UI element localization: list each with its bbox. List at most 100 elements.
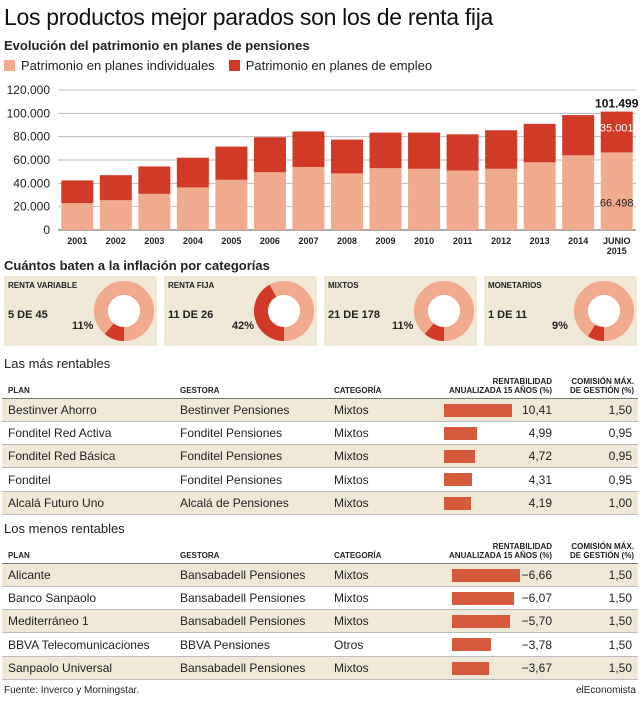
- donut-chart: [94, 281, 154, 341]
- cell-plan: Bestinver Ahorro: [2, 398, 174, 422]
- table-row: Bestinver Ahorro Bestinver Pensiones Mixto…: [2, 398, 638, 422]
- col-header-gestora: GESTORA: [174, 372, 328, 399]
- cell-comision: 1,50: [556, 398, 638, 422]
- cell-plan: Sanpaolo Universal: [2, 656, 174, 680]
- legend-item-empleo: Patrimonio en planes de empleo: [228, 58, 433, 73]
- col-header-rentabilidad-line2: ANUALIZADA 15 AÑOS (%): [449, 550, 552, 560]
- col-header-categoria: CATEGORÍA: [328, 537, 438, 564]
- donut-percent: 9%: [552, 320, 568, 332]
- bottom-funds-table: PLAN GESTORA CATEGORÍA RENTABILIDAD ANUAL…: [2, 537, 638, 680]
- col-header-plan: PLAN: [2, 537, 174, 564]
- cell-rentabilidad: 10,41: [438, 398, 556, 422]
- cell-plan: Alicante: [2, 563, 174, 587]
- cell-plan: Alcalá Futuro Uno: [2, 491, 174, 515]
- x-tick-label: 2015: [607, 246, 627, 256]
- rentabilidad-bar: [452, 661, 490, 675]
- x-tick-label: 2010: [414, 236, 434, 246]
- bar-empleo: [562, 115, 595, 156]
- bar-empleo: [446, 134, 479, 171]
- cell-comision: 0,95: [556, 444, 638, 469]
- legend-label-empleo: Patrimonio en planes de empleo: [245, 58, 433, 73]
- cell-categoria: Mixtos: [328, 444, 438, 469]
- bar-individuales: [215, 179, 248, 230]
- bar-individuales: [408, 168, 441, 230]
- rentabilidad-bar: [452, 638, 491, 652]
- table-row: Fonditel Red Básica Fonditel Pensiones Mix…: [2, 444, 638, 469]
- cell-gestora: Fonditel Pensiones: [174, 467, 328, 492]
- donut-percent: 42%: [232, 320, 255, 332]
- col-header-rentabilidad: RENTABILIDAD ANUALIZADA 15 AÑOS (%): [438, 372, 556, 399]
- bar-empleo: [253, 137, 286, 173]
- col-header-comision-line2: DE GESTIÓN (%): [569, 550, 634, 560]
- col-header-comision-line2: DE GESTIÓN (%): [569, 385, 634, 395]
- data-label-total: 101.499: [595, 97, 639, 111]
- top-table-title: Las más rentables: [4, 356, 111, 371]
- source-note: Fuente: Inverco y Morningstar.: [4, 685, 140, 696]
- cell-comision: 1,50: [556, 563, 638, 587]
- donut-hole: [588, 295, 620, 327]
- cell-rentabilidad: −3,78: [438, 632, 556, 657]
- stacked-bar-chart: 0 20.000 40.000 60.000 80.000 100.000 120.000 2…: [7, 83, 639, 256]
- inflation-section-title: Cuántos baten a la inflación por categor…: [4, 258, 270, 273]
- bar-empleo: [61, 180, 94, 204]
- bar-individuales: [253, 172, 286, 230]
- rentabilidad-bar: [452, 568, 520, 582]
- cell-rentabilidad: −5,70: [438, 609, 556, 634]
- bar-empleo: [523, 123, 556, 163]
- page-title: Los productos mejor parados son los de r…: [4, 4, 494, 30]
- cell-categoria: Mixtos: [328, 586, 438, 611]
- cell-categoria: Mixtos: [328, 656, 438, 680]
- bar-empleo: [138, 166, 171, 194]
- y-tick-label: 40.000: [13, 176, 50, 190]
- cell-plan: BBVA Telecomunicaciones: [2, 632, 174, 657]
- cell-categoria: Otros: [328, 632, 438, 657]
- bar-individuales: [331, 173, 363, 230]
- donut-beat-segment: [104, 322, 125, 341]
- y-tick-label: 100.000: [7, 106, 51, 120]
- col-header-comision: COMISIÓN MÁX. DE GESTIÓN (%): [556, 372, 638, 399]
- cell-gestora: Bansabadell Pensiones: [174, 656, 328, 680]
- cell-rentabilidad: 4,19: [438, 491, 556, 515]
- cell-comision: 1,50: [556, 656, 638, 680]
- donut-count: 21 DE 178: [328, 309, 380, 321]
- bar-individuales: [562, 155, 595, 230]
- cell-comision: 1,50: [556, 586, 638, 611]
- x-tick-label: 2011: [453, 236, 473, 246]
- donut-card-monetarios: MONETARIOS 1 DE 11 9%: [484, 276, 637, 346]
- rentabilidad-bar: [444, 403, 512, 417]
- donut-card-renta-fija: RENTA FIJA 11 DE 26 42%: [164, 276, 317, 346]
- legend-swatch-individuales: [4, 60, 15, 71]
- y-tick-label: 80.000: [13, 130, 50, 144]
- table-row: Fonditel Fonditel Pensiones Mixtos 4,31 0,95: [2, 467, 638, 492]
- cell-comision: 1,50: [556, 609, 638, 634]
- bar-empleo: [331, 139, 363, 174]
- x-tick-label: 2009: [376, 236, 396, 246]
- cell-gestora: BBVA Pensiones: [174, 632, 328, 657]
- table-row: Sanpaolo Universal Bansabadell Pensiones M…: [2, 656, 638, 680]
- bar-empleo: [485, 130, 518, 169]
- rentabilidad-bar: [444, 426, 477, 440]
- bottom-table-title: Los menos rentables: [4, 521, 125, 536]
- donut-category: MIXTOS: [328, 281, 359, 290]
- donut-hole: [428, 295, 460, 327]
- col-header-comision-line1: COMISIÓN MÁX.: [571, 541, 634, 551]
- donut-count: 11 DE 26: [168, 309, 214, 321]
- chart-legend: Patrimonio en planes individuales Patrim…: [4, 58, 432, 73]
- bar-individuales: [138, 193, 171, 230]
- table-row: Banco Sanpaolo Bansabadell Pensiones Mixto…: [2, 586, 638, 611]
- legend-label-individuales: Patrimonio en planes individuales: [21, 58, 215, 73]
- table-row: Alcalá Futuro Uno Alcalá de Pensiones Mixt…: [2, 491, 638, 515]
- bar-individuales: [176, 187, 209, 230]
- x-tick-label: 2008: [337, 236, 357, 246]
- cell-rentabilidad: 4,72: [438, 444, 556, 469]
- donut-category: RENTA VARIABLE: [8, 281, 78, 290]
- x-tick-label: JUNIO: [603, 236, 631, 246]
- col-header-gestora: GESTORA: [174, 537, 328, 564]
- cell-rentabilidad: −6,66: [438, 563, 556, 587]
- cell-rentabilidad: 4,31: [438, 467, 556, 492]
- cell-comision: 0,95: [556, 421, 638, 446]
- bar-empleo: [176, 157, 209, 188]
- cell-categoria: Mixtos: [328, 467, 438, 492]
- table-row: Fonditel Red Activa Fonditel Pensiones Mix…: [2, 421, 638, 446]
- cell-rentabilidad: −6,07: [438, 586, 556, 611]
